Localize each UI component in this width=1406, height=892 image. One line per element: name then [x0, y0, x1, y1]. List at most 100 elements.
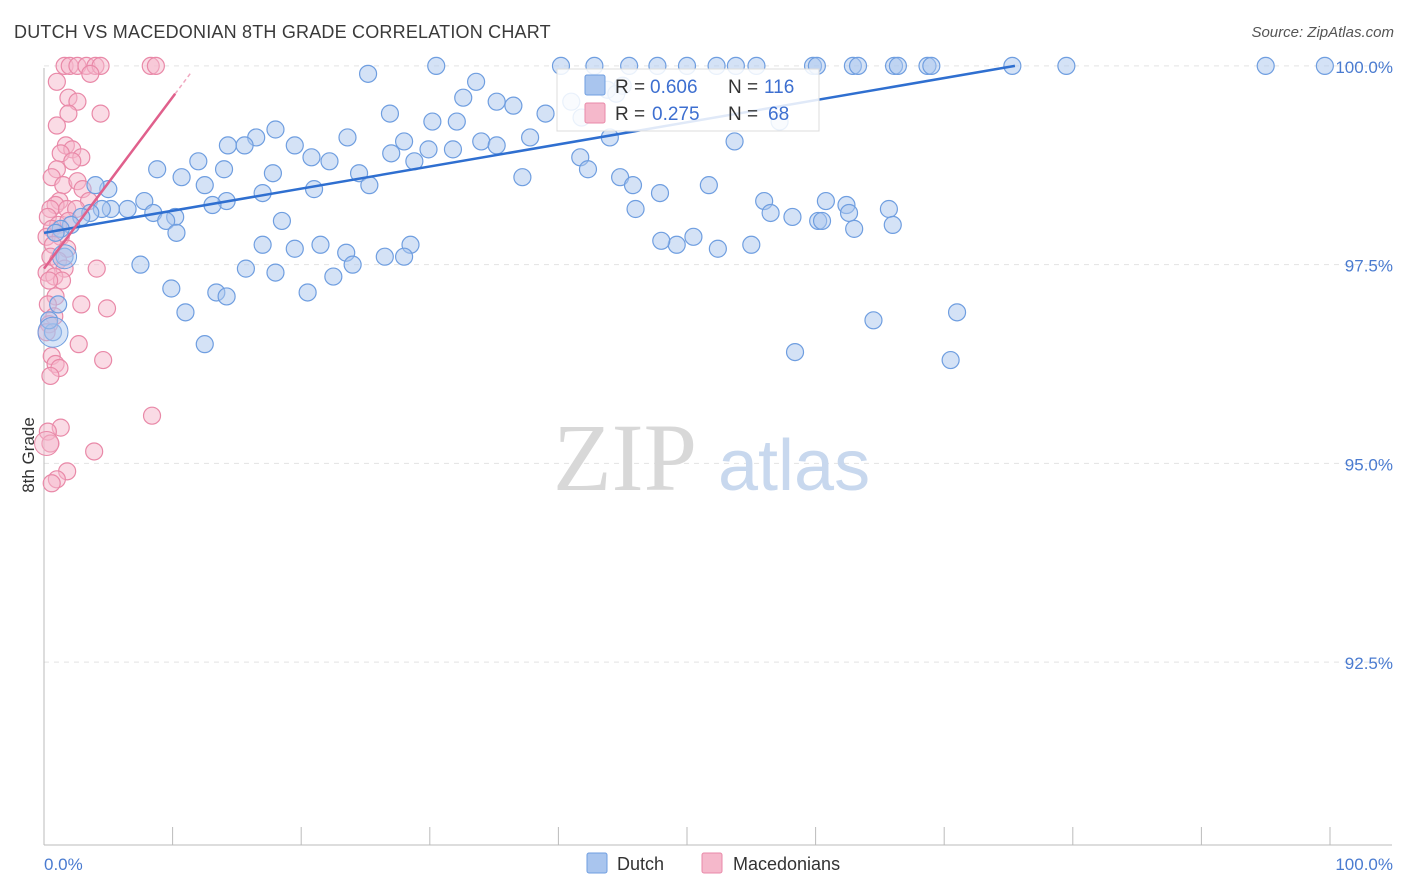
- dutch-point: [263, 164, 283, 183]
- dutch-legend-swatch: [584, 74, 606, 96]
- dutch-point: [311, 235, 330, 254]
- chart-title: DUTCH VS MACEDONIAN 8TH GRADE CORRELATIO…: [14, 22, 551, 42]
- macedonians-legend-label: Macedonians: [733, 854, 840, 874]
- dutch-point: [447, 112, 466, 131]
- mac-r-value: 0.275: [652, 104, 700, 125]
- macedonian-point-large: [34, 431, 60, 457]
- dutch-r-label: R =: [615, 77, 645, 98]
- dutch-point: [783, 207, 802, 227]
- dutch-point: [298, 283, 317, 302]
- dutch-point: [454, 88, 473, 107]
- dutch-point: [785, 343, 805, 362]
- macedonian-point: [97, 299, 117, 318]
- dutch-point: [195, 335, 214, 354]
- dutch-point: [360, 176, 379, 195]
- dutch-point: [218, 136, 237, 155]
- axes-layer: [43, 68, 1392, 846]
- dutch-point: [118, 199, 137, 219]
- dutch-point: [667, 235, 686, 254]
- dutch-legend-label: Dutch: [617, 854, 664, 874]
- dutch-point: [427, 56, 446, 76]
- dutch-point: [324, 267, 343, 286]
- macedonian-point: [63, 152, 82, 171]
- dutch-point: [189, 152, 208, 171]
- dutch-point: [131, 255, 150, 274]
- dutch-point-large: [52, 244, 78, 270]
- dutch-point: [423, 112, 442, 131]
- dutch-point: [941, 350, 960, 370]
- macedonians-points: [34, 56, 165, 493]
- dutch-point: [176, 303, 195, 322]
- dutch-point: [521, 128, 540, 147]
- y-axis-label: 8th Grade: [19, 417, 38, 493]
- dutch-point: [864, 311, 883, 330]
- dutch-point: [266, 263, 285, 282]
- macedonian-point: [72, 295, 91, 314]
- dutch-point: [195, 176, 214, 195]
- macedonian-point: [59, 104, 78, 123]
- dutch-point: [1256, 56, 1275, 76]
- dutch-point: [380, 104, 400, 123]
- dutch-point: [816, 191, 835, 211]
- macedonian-trend-extension: [174, 70, 193, 95]
- dutch-point: [320, 152, 339, 171]
- dutch-point: [375, 247, 394, 266]
- dutch-point: [167, 223, 186, 242]
- dutch-point: [684, 227, 703, 246]
- dutch-point: [148, 160, 167, 179]
- stats-legend: R = 0.606 N = 116 R = 0.275 N = 68: [556, 68, 820, 132]
- dutch-point: [235, 136, 254, 155]
- macedonian-point: [94, 350, 113, 370]
- dutch-n-label: N =: [728, 77, 758, 98]
- dutch-point: [86, 176, 105, 195]
- dutch-point: [382, 144, 401, 163]
- dutch-point: [487, 92, 506, 111]
- mac-n-label: N =: [728, 104, 758, 125]
- tick-labels: 100.0% 97.5% 95.0% 92.5% 0.0% 100.0%: [44, 58, 1393, 874]
- series-legend: Dutch Macedonians: [586, 852, 840, 874]
- dutch-point: [285, 136, 304, 155]
- dutch-point: [845, 219, 864, 238]
- dutch-point: [650, 184, 670, 203]
- macedonian-point: [41, 366, 60, 386]
- dutch-point: [848, 56, 868, 76]
- dutch-n-value: 116: [764, 77, 794, 98]
- dutch-point: [761, 203, 780, 223]
- dutch-point: [742, 235, 761, 254]
- dutch-point: [472, 132, 491, 151]
- dutch-point: [285, 239, 304, 258]
- dutch-point: [812, 211, 832, 231]
- dutch-point: [419, 140, 438, 159]
- macedonians-bottom-swatch: [701, 852, 723, 874]
- y-tick-label: 95.0%: [1345, 455, 1393, 474]
- dutch-point: [443, 140, 463, 159]
- dutch-point: [236, 259, 256, 278]
- dutch-point: [699, 176, 718, 195]
- dutch-point: [55, 247, 74, 266]
- dutch-point: [487, 136, 506, 155]
- macedonian-point: [42, 474, 61, 493]
- dutch-point: [513, 168, 532, 187]
- dutch-point: [214, 160, 234, 179]
- y-tick-label: 92.5%: [1345, 654, 1393, 673]
- macedonian-point: [47, 72, 66, 91]
- dutch-point: [652, 231, 671, 250]
- dutch-point: [883, 215, 902, 234]
- dutch-point: [172, 168, 191, 187]
- dutch-r-value: 0.606: [650, 77, 698, 98]
- source-label: Source: ZipAtlas.com: [1251, 24, 1394, 41]
- dutch-point: [394, 247, 414, 266]
- dutch-point: [536, 104, 555, 123]
- macedonian-point: [87, 259, 106, 278]
- macedonian-trend-line: [42, 92, 177, 270]
- mac-n-value: 68: [768, 104, 789, 125]
- dutch-bottom-swatch: [586, 852, 608, 874]
- x-tick-label: 0.0%: [44, 855, 83, 874]
- mac-r-label: R =: [615, 104, 645, 125]
- dutch-point: [888, 56, 908, 76]
- dutch-point: [708, 239, 727, 258]
- y-tick-label: 100.0%: [1335, 58, 1393, 77]
- dutch-point: [338, 128, 357, 147]
- macedonian-point: [47, 116, 66, 135]
- x-tick-label: 100.0%: [1335, 855, 1393, 874]
